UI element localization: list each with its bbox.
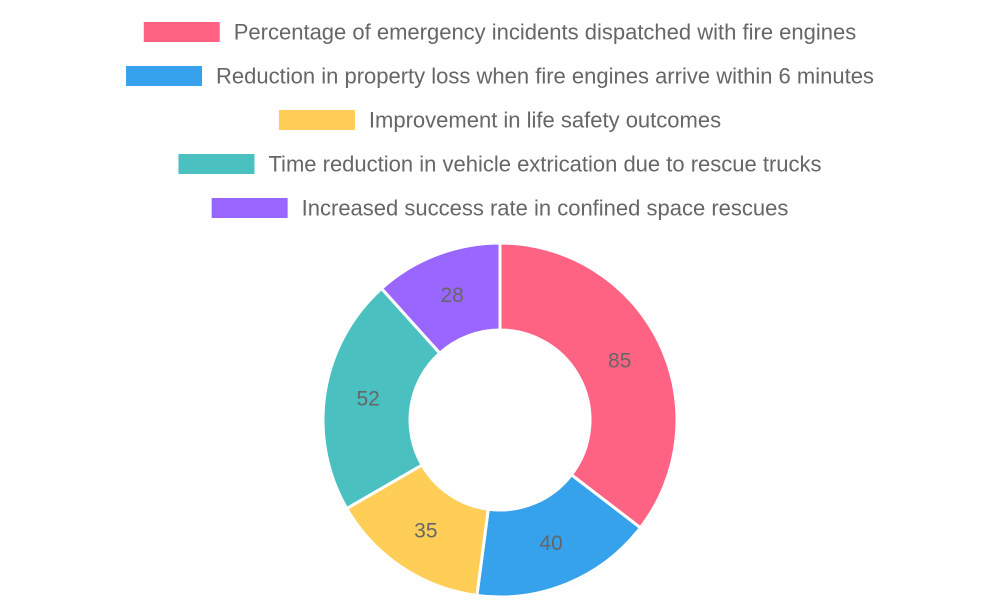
slice bbox=[379, 241, 502, 356]
legend-swatch bbox=[211, 198, 288, 218]
legend-swatch bbox=[278, 110, 355, 130]
slice bbox=[321, 286, 442, 511]
legend-swatch bbox=[143, 22, 220, 42]
slice bbox=[475, 472, 643, 599]
legend-label: Percentage of emergency incidents dispat… bbox=[234, 20, 856, 45]
legend-label: Time reduction in vehicle extrication du… bbox=[268, 152, 821, 177]
legend-swatch bbox=[178, 154, 255, 174]
slice-label: 52 bbox=[356, 388, 379, 411]
slice-label: 35 bbox=[414, 520, 437, 543]
slice-label: 85 bbox=[608, 349, 631, 372]
legend-label: Increased success rate in confined space… bbox=[302, 196, 789, 221]
slice bbox=[498, 241, 679, 530]
slice-label: 28 bbox=[440, 284, 463, 307]
slice-label: 40 bbox=[539, 532, 562, 555]
legend-label: Improvement in life safety outcomes bbox=[369, 108, 721, 133]
legend-label: Reduction in property loss when fire eng… bbox=[216, 64, 874, 89]
legend-swatch bbox=[126, 66, 203, 86]
